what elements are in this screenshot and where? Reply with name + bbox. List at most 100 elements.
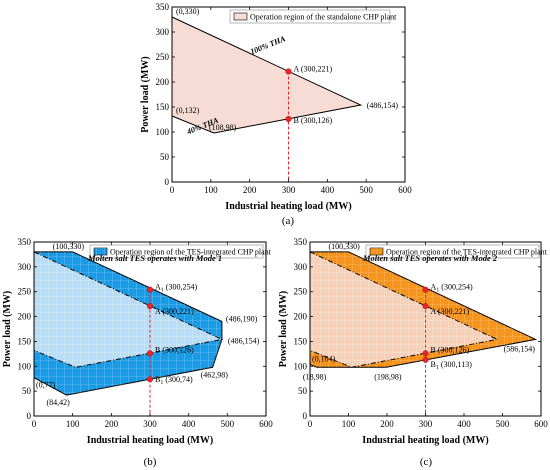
x-tick-label: 200 — [105, 419, 119, 429]
y-axis-label: Power load (MW) — [140, 56, 151, 132]
point-annotation: B (300,126) — [155, 345, 194, 354]
y-tick-label: 350 — [294, 237, 308, 247]
y-tick-label: 250 — [156, 52, 170, 62]
y-tick-label: 100 — [156, 127, 170, 137]
point-annotation: (108,98) — [209, 123, 237, 132]
point-annotation: (198,98) — [374, 372, 402, 381]
y-tick-label: 250 — [18, 287, 32, 297]
x-tick-label: 0 — [170, 185, 175, 195]
inner-region-grid — [34, 251, 222, 368]
legend-label: Operation region of the TES-integrated C… — [386, 248, 548, 257]
point-annotation: B (300,126) — [294, 116, 333, 125]
point-annotation: A (300,221) — [431, 307, 470, 316]
x-axis-label: Industrial heating load (MW) — [87, 435, 213, 446]
legend-swatch-grid — [370, 248, 383, 255]
point-annotation: A (300,221) — [294, 65, 333, 74]
point-marker — [146, 350, 154, 357]
x-tick-label: 200 — [243, 185, 257, 195]
region-polygon — [171, 16, 363, 134]
chart-panel-c: 0 100 200 300 400 500 600 0 50 100 150 200 250 300 350… — [278, 237, 548, 468]
point-annotation: (486,190) — [226, 315, 258, 324]
chart-panel-b: 0 100 200 300 400 500 600 0 50 100 150 200 250 300 350… — [2, 237, 273, 468]
panel-caption: (a) — [282, 215, 295, 227]
point-marker — [146, 376, 154, 383]
legend-box — [89, 244, 264, 259]
x-tick-label: 400 — [182, 419, 196, 429]
y-tick-label: 0 — [303, 411, 308, 421]
y-tick-label: 350 — [18, 237, 32, 247]
y-tick-label: 300 — [294, 262, 308, 272]
x-tick-label: 600 — [259, 419, 273, 429]
y-tick-label: 100 — [18, 361, 32, 371]
point-annotation: A1 (300,254) — [155, 283, 197, 294]
point-annotation: A1 (300,254) — [431, 283, 473, 294]
y-axis-label: Power load (MW) — [278, 291, 289, 367]
y-axis-label: Power load (MW) — [2, 291, 13, 367]
point-annotation: (100,330) — [329, 242, 361, 251]
point-marker — [285, 68, 292, 75]
point-annotation: (586,154) — [504, 344, 536, 353]
x-tick-label: 0 — [308, 419, 313, 429]
point-annotation: (486,154) — [367, 101, 399, 110]
x-tick-label: 300 — [143, 419, 157, 429]
point-annotation: (84,42) — [46, 398, 70, 407]
legend-label: Operation region of the standalone CHP p… — [250, 13, 397, 22]
y-tick-label: 200 — [18, 312, 32, 322]
point-marker — [146, 303, 154, 310]
point-annotation: (18,98) — [303, 372, 327, 381]
y-tick-label: 0 — [27, 411, 32, 421]
point-marker — [422, 350, 429, 357]
x-tick-label: 500 — [221, 419, 235, 429]
y-tick-label: 150 — [156, 102, 170, 112]
point-annotation: (0,77) — [36, 381, 56, 390]
x-axis-label: Industrial heating load (MW) — [225, 201, 351, 212]
y-tick-label: 200 — [156, 77, 170, 87]
panel-caption: (c) — [420, 456, 433, 468]
point-annotation: (462,98) — [201, 370, 229, 379]
point-annotation: (0,330) — [176, 7, 200, 16]
line-label: 100% THA — [249, 34, 287, 56]
x-tick-label: 100 — [204, 185, 218, 195]
y-tick-label: 300 — [18, 262, 32, 272]
y-tick-label: 100 — [294, 361, 308, 371]
point-marker — [422, 286, 429, 293]
point-annotation: (0,104) — [312, 354, 336, 363]
legend-label: Operation region of the TES-integrated C… — [110, 248, 272, 257]
y-tick-label: 50 — [22, 386, 32, 396]
legend-swatch — [233, 12, 248, 21]
x-tick-label: 400 — [321, 185, 335, 195]
inner-region-grid — [310, 251, 498, 368]
legend-box — [229, 9, 391, 24]
legend-box — [365, 244, 540, 259]
point-annotation: (486,154) — [228, 336, 260, 345]
point-annotation: (0,132) — [176, 106, 200, 115]
x-axis-label: Industrial heating load (MW) — [362, 435, 488, 446]
x-tick-label: 600 — [398, 185, 412, 195]
y-tick-label: 150 — [18, 336, 32, 346]
point-marker — [285, 115, 292, 123]
x-tick-label: 600 — [534, 419, 548, 429]
point-annotation: A (300,221) — [155, 307, 194, 316]
y-tick-label: 350 — [156, 2, 170, 12]
y-tick-label: 0 — [165, 177, 170, 187]
x-tick-label: 200 — [380, 419, 394, 429]
y-tick-label: 250 — [294, 287, 308, 297]
mode-label: Molten salt TES operates with Mode 1 — [87, 253, 222, 263]
y-tick-label: 150 — [294, 336, 308, 346]
x-tick-label: 100 — [342, 419, 356, 429]
y-tick-label: 50 — [298, 386, 308, 396]
point-marker — [422, 356, 429, 363]
y-tick-label: 50 — [160, 152, 170, 162]
x-tick-label: 100 — [66, 419, 80, 429]
x-tick-label: 500 — [496, 419, 510, 429]
panel-caption: (b) — [144, 456, 157, 468]
point-annotation: B (300,126) — [431, 345, 470, 354]
point-marker — [422, 303, 429, 310]
x-tick-label: 300 — [282, 185, 296, 195]
chart-panel-a: 0 100 200 300 400 500 600 0 50 100 150 200 250 300 350… — [140, 2, 412, 227]
y-tick-label: 300 — [156, 27, 170, 37]
x-tick-label: 300 — [419, 419, 433, 429]
point-annotation: B1 (300,74) — [155, 375, 193, 386]
point-annotation: (100,330) — [53, 242, 85, 251]
